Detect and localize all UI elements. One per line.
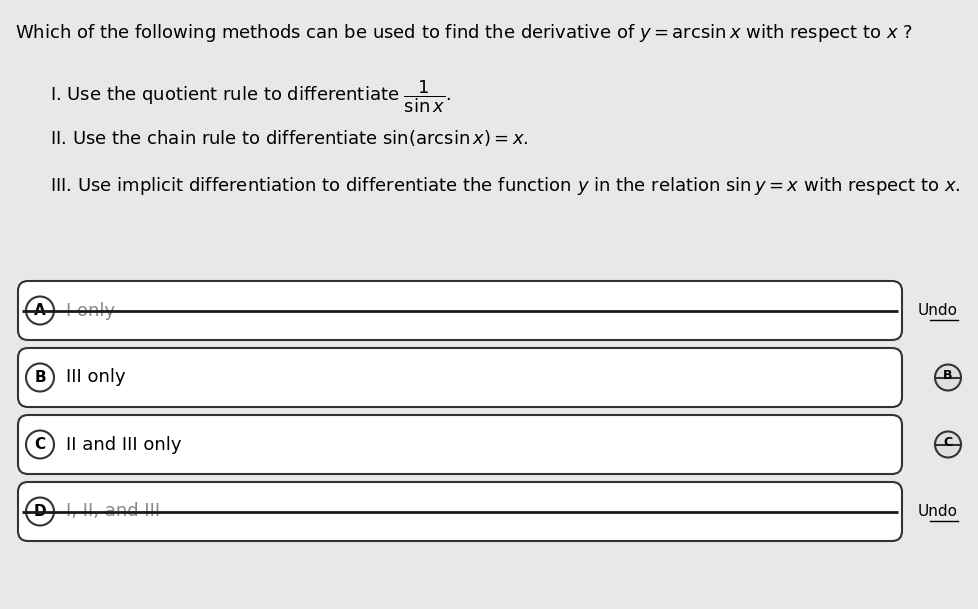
Text: Undo: Undo <box>917 504 957 519</box>
Text: C: C <box>34 437 46 452</box>
Text: B: B <box>942 369 952 382</box>
Text: B: B <box>34 370 46 385</box>
Text: Which of the following methods can be used to find the derivative of $y = \arcsi: Which of the following methods can be us… <box>15 22 911 44</box>
Text: II. Use the chain rule to differentiate $\sin(\arcsin x) = x$.: II. Use the chain rule to differentiate … <box>50 128 528 148</box>
Circle shape <box>26 431 54 459</box>
Circle shape <box>934 365 960 390</box>
FancyBboxPatch shape <box>18 348 901 407</box>
Circle shape <box>26 498 54 526</box>
Text: A: A <box>34 303 46 318</box>
FancyBboxPatch shape <box>18 415 901 474</box>
Text: I, II, and III: I, II, and III <box>66 502 160 521</box>
Text: I. Use the quotient rule to differentiate $\dfrac{1}{\sin x}$.: I. Use the quotient rule to differentiat… <box>50 78 451 114</box>
FancyBboxPatch shape <box>18 281 901 340</box>
Text: III. Use implicit differentiation to differentiate the function $y$ in the relat: III. Use implicit differentiation to dif… <box>50 175 959 197</box>
Circle shape <box>934 432 960 457</box>
Text: D: D <box>33 504 46 519</box>
Text: II and III only: II and III only <box>66 435 181 454</box>
Text: Undo: Undo <box>917 303 957 318</box>
Text: I only: I only <box>66 301 115 320</box>
Circle shape <box>26 297 54 325</box>
Text: III only: III only <box>66 368 125 387</box>
Circle shape <box>26 364 54 392</box>
Text: C: C <box>943 436 952 449</box>
FancyBboxPatch shape <box>18 482 901 541</box>
